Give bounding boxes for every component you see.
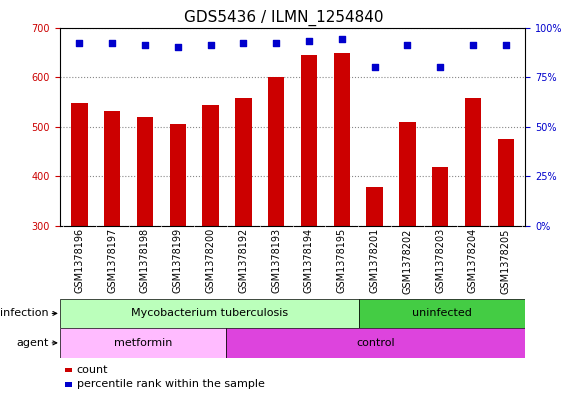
Point <box>239 40 248 46</box>
Text: GSM1378199: GSM1378199 <box>173 228 183 293</box>
Point <box>75 40 84 46</box>
Bar <box>465 99 481 226</box>
Bar <box>104 111 120 226</box>
Text: GSM1378195: GSM1378195 <box>337 228 346 294</box>
Text: GSM1378202: GSM1378202 <box>402 228 412 294</box>
Text: GSM1378198: GSM1378198 <box>140 228 150 293</box>
Text: GSM1378194: GSM1378194 <box>304 228 314 293</box>
Text: GSM1378203: GSM1378203 <box>435 228 445 294</box>
Bar <box>226 328 525 358</box>
Text: GSM1378193: GSM1378193 <box>271 228 281 293</box>
Bar <box>71 103 87 226</box>
Text: metformin: metformin <box>114 338 172 348</box>
Point <box>469 42 478 48</box>
Bar <box>399 122 416 226</box>
Text: GDS5436 / ILMN_1254840: GDS5436 / ILMN_1254840 <box>184 10 384 26</box>
Text: GSM1378196: GSM1378196 <box>74 228 84 293</box>
Text: GSM1378204: GSM1378204 <box>468 228 478 294</box>
Point <box>304 38 314 44</box>
Text: control: control <box>356 338 395 348</box>
Text: infection: infection <box>0 309 48 318</box>
Bar <box>202 105 219 226</box>
Text: GSM1378205: GSM1378205 <box>501 228 511 294</box>
Text: GSM1378201: GSM1378201 <box>370 228 379 294</box>
Bar <box>60 299 359 328</box>
Point <box>173 44 182 50</box>
Bar <box>169 124 186 226</box>
Point <box>272 40 281 46</box>
Text: agent: agent <box>16 338 48 348</box>
Point <box>206 42 215 48</box>
Point <box>107 40 116 46</box>
Bar <box>300 55 317 226</box>
Point <box>140 42 149 48</box>
Bar <box>235 98 252 226</box>
Bar <box>137 117 153 226</box>
Bar <box>498 139 514 226</box>
Text: count: count <box>77 365 108 375</box>
Bar <box>366 187 383 226</box>
Text: GSM1378200: GSM1378200 <box>206 228 215 294</box>
Point <box>403 42 412 48</box>
Point <box>436 64 445 70</box>
Point <box>370 64 379 70</box>
Bar <box>333 53 350 226</box>
Point <box>337 36 346 42</box>
Text: GSM1378197: GSM1378197 <box>107 228 117 294</box>
Text: Mycobacterium tuberculosis: Mycobacterium tuberculosis <box>131 309 288 318</box>
Bar <box>60 328 226 358</box>
Text: GSM1378192: GSM1378192 <box>239 228 248 294</box>
Text: percentile rank within the sample: percentile rank within the sample <box>77 379 265 389</box>
Text: uninfected: uninfected <box>412 309 472 318</box>
Bar <box>432 167 448 226</box>
Point <box>501 42 510 48</box>
Bar <box>268 77 285 226</box>
Bar <box>359 299 525 328</box>
